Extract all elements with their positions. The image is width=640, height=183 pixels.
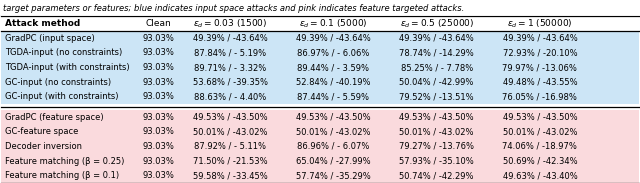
Text: $\epsilon_d = 1$ (50000): $\epsilon_d = 1$ (50000): [507, 18, 573, 30]
Text: Attack method: Attack method: [5, 19, 81, 28]
Text: 50.01% / -43.02%: 50.01% / -43.02%: [399, 127, 474, 136]
Text: 50.01% / -43.02%: 50.01% / -43.02%: [296, 127, 371, 136]
Text: 50.01% / -43.02%: 50.01% / -43.02%: [193, 127, 268, 136]
Bar: [1, 60, 639, 75]
Text: 57.74% / -35.29%: 57.74% / -35.29%: [296, 171, 371, 180]
Text: 76.05% / -16.98%: 76.05% / -16.98%: [502, 92, 577, 101]
Bar: [1, 31, 639, 46]
Text: Decoder inversion: Decoder inversion: [5, 142, 83, 151]
Text: 57.93% / -35.10%: 57.93% / -35.10%: [399, 157, 474, 166]
Text: 71.50% / -21.53%: 71.50% / -21.53%: [193, 157, 268, 166]
Bar: [1, 16, 639, 31]
Text: 88.63% / - 4.40%: 88.63% / - 4.40%: [194, 92, 266, 101]
Text: 50.74% / -42.29%: 50.74% / -42.29%: [399, 171, 474, 180]
Text: 49.53% / -43.50%: 49.53% / -43.50%: [502, 113, 577, 122]
Text: TGDA-input (with constraints): TGDA-input (with constraints): [5, 63, 130, 72]
Text: 49.39% / -43.64%: 49.39% / -43.64%: [502, 34, 577, 43]
Text: $\epsilon_d = 0.1$ (5000): $\epsilon_d = 0.1$ (5000): [299, 18, 367, 30]
Text: 49.63% / -43.40%: 49.63% / -43.40%: [502, 171, 577, 180]
Bar: [1, 154, 639, 168]
Bar: [1, 46, 639, 60]
Text: Feature matching (β = 0.25): Feature matching (β = 0.25): [5, 157, 125, 166]
Text: 78.74% / -14.29%: 78.74% / -14.29%: [399, 48, 474, 57]
Text: 93.03%: 93.03%: [143, 113, 174, 122]
Bar: [1, 139, 639, 154]
Text: 93.03%: 93.03%: [143, 142, 174, 151]
Text: GC-input (with constraints): GC-input (with constraints): [5, 92, 119, 101]
Text: 65.04% / -27.99%: 65.04% / -27.99%: [296, 157, 371, 166]
Text: TGDA-input (no constraints): TGDA-input (no constraints): [5, 48, 123, 57]
Text: 93.03%: 93.03%: [143, 63, 174, 72]
Text: 49.39% / -43.64%: 49.39% / -43.64%: [399, 34, 474, 43]
Text: 93.03%: 93.03%: [143, 78, 174, 87]
Text: 93.03%: 93.03%: [143, 171, 174, 180]
Text: 79.52% / -13.51%: 79.52% / -13.51%: [399, 92, 474, 101]
Text: 87.84% / - 5.19%: 87.84% / - 5.19%: [194, 48, 266, 57]
Bar: [1, 75, 639, 89]
Text: Clean: Clean: [145, 19, 172, 28]
Bar: [1, 168, 639, 183]
Bar: [1, 89, 639, 104]
Text: $\epsilon_d = 0.03$ (1500): $\epsilon_d = 0.03$ (1500): [193, 18, 268, 30]
Text: 49.53% / -43.50%: 49.53% / -43.50%: [296, 113, 371, 122]
Text: 93.03%: 93.03%: [143, 34, 174, 43]
Bar: [1, 125, 639, 139]
Text: 93.03%: 93.03%: [143, 127, 174, 136]
Text: GradPC (input space): GradPC (input space): [5, 34, 95, 43]
Text: 59.58% / -33.45%: 59.58% / -33.45%: [193, 171, 268, 180]
Text: 93.03%: 93.03%: [143, 157, 174, 166]
Text: 86.96% / - 6.07%: 86.96% / - 6.07%: [297, 142, 369, 151]
Text: 79.27% / -13.76%: 79.27% / -13.76%: [399, 142, 474, 151]
Text: 49.53% / -43.50%: 49.53% / -43.50%: [193, 113, 268, 122]
Text: Feature matching (β = 0.1): Feature matching (β = 0.1): [5, 171, 120, 180]
Text: 53.68% / -39.35%: 53.68% / -39.35%: [193, 78, 268, 87]
Text: 49.48% / -43.55%: 49.48% / -43.55%: [502, 78, 577, 87]
Text: 50.69% / -42.34%: 50.69% / -42.34%: [502, 157, 577, 166]
Text: 50.04% / -42.99%: 50.04% / -42.99%: [399, 78, 474, 87]
Text: 93.03%: 93.03%: [143, 92, 174, 101]
Text: 93.03%: 93.03%: [143, 48, 174, 57]
Text: 49.39% / -43.64%: 49.39% / -43.64%: [193, 34, 268, 43]
Bar: [1, 110, 639, 125]
Text: 74.06% / -18.97%: 74.06% / -18.97%: [502, 142, 577, 151]
Text: GradPC (feature space): GradPC (feature space): [5, 113, 104, 122]
Text: GC-feature space: GC-feature space: [5, 127, 79, 136]
Text: 89.44% / - 3.59%: 89.44% / - 3.59%: [298, 63, 369, 72]
Text: 72.93% / -20.10%: 72.93% / -20.10%: [502, 48, 577, 57]
Text: 86.97% / - 6.06%: 86.97% / - 6.06%: [297, 48, 369, 57]
Text: 89.71% / - 3.32%: 89.71% / - 3.32%: [194, 63, 266, 72]
Text: 49.53% / -43.50%: 49.53% / -43.50%: [399, 113, 474, 122]
Text: GC-input (no constraints): GC-input (no constraints): [5, 78, 111, 87]
Text: target parameters or features; blue indicates input space attacks and pink indic: target parameters or features; blue indi…: [3, 4, 465, 13]
Text: 87.44% / - 5.59%: 87.44% / - 5.59%: [298, 92, 369, 101]
Text: 87.92% / - 5.11%: 87.92% / - 5.11%: [194, 142, 266, 151]
Text: 50.01% / -43.02%: 50.01% / -43.02%: [502, 127, 577, 136]
Text: $\epsilon_d = 0.5$ (25000): $\epsilon_d = 0.5$ (25000): [399, 18, 474, 30]
Text: 49.39% / -43.64%: 49.39% / -43.64%: [296, 34, 371, 43]
Text: 85.25% / - 7.78%: 85.25% / - 7.78%: [401, 63, 473, 72]
Text: 79.97% / -13.06%: 79.97% / -13.06%: [502, 63, 577, 72]
Text: 52.84% / -40.19%: 52.84% / -40.19%: [296, 78, 371, 87]
